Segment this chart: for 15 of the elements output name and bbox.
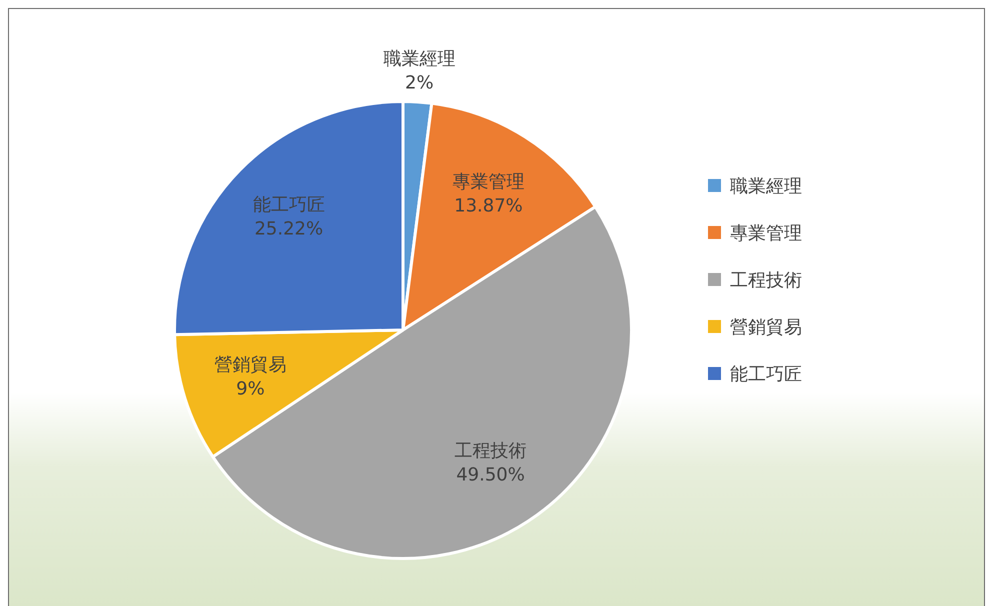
- legend-label: 職業經理: [730, 174, 802, 198]
- slice-label: 能工巧匠: [252, 194, 325, 216]
- data-label: 2%: [405, 72, 434, 94]
- data-label: 13.87%: [454, 195, 523, 216]
- slice-label: 專業管理: [452, 171, 524, 192]
- legend-label: 能工巧匠: [730, 362, 802, 386]
- legend-label: 專業管理: [730, 222, 802, 244]
- legend-label: 工程技術: [730, 268, 802, 292]
- slice-label: 工程技術: [454, 440, 527, 462]
- slice-label: 營銷貿易: [214, 354, 286, 376]
- data-label: 25.22%: [254, 218, 324, 240]
- data-label: 9%: [236, 378, 265, 400]
- slice-label: 職業經理: [383, 48, 456, 70]
- legend-label: 營銷貿易: [730, 316, 802, 338]
- data-label: 49.50%: [456, 464, 525, 486]
